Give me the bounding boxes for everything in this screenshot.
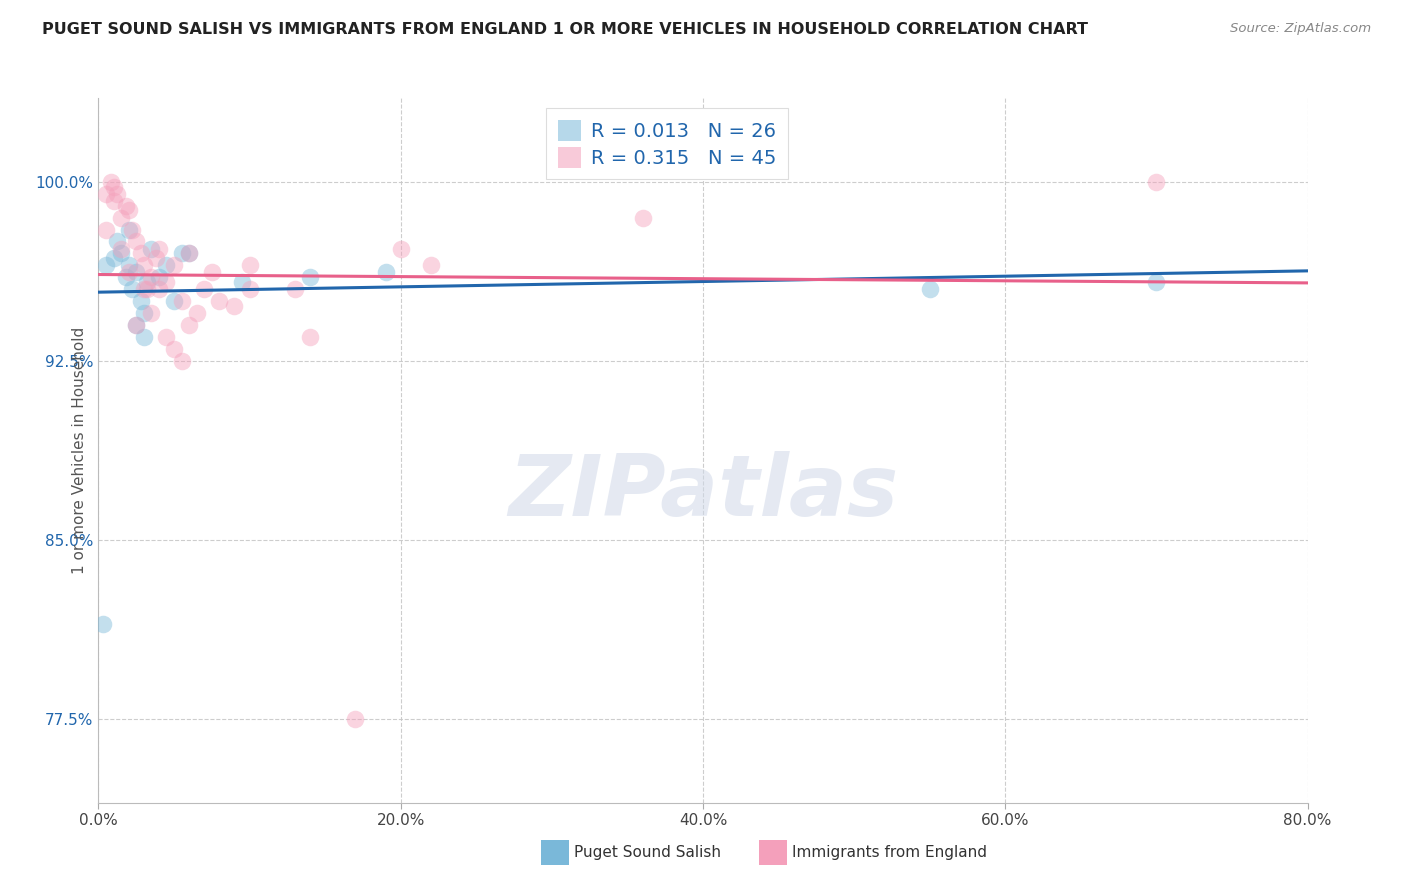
- Point: [132, 330, 155, 344]
- Point: [91, 616, 114, 631]
- Point: [118, 265, 141, 279]
- Point: [299, 270, 322, 285]
- Point: [918, 282, 941, 296]
- Text: Immigrants from England: Immigrants from England: [792, 846, 987, 860]
- Point: [132, 258, 155, 272]
- Point: [231, 275, 253, 289]
- Point: [141, 242, 163, 256]
- Point: [114, 270, 136, 285]
- Point: [239, 282, 262, 296]
- Point: [121, 222, 143, 236]
- Point: [100, 175, 122, 189]
- Point: [155, 258, 177, 272]
- Text: ZIPatlas: ZIPatlas: [508, 451, 898, 534]
- Point: [129, 294, 152, 309]
- Point: [1146, 175, 1168, 189]
- Point: [170, 294, 193, 309]
- Point: [103, 251, 125, 265]
- Point: [105, 186, 128, 201]
- Point: [148, 282, 170, 296]
- Point: [94, 258, 117, 272]
- Point: [163, 258, 186, 272]
- Point: [132, 282, 155, 296]
- Point: [179, 318, 201, 332]
- Point: [631, 211, 654, 225]
- Point: [163, 294, 186, 309]
- Point: [374, 265, 396, 279]
- Point: [94, 186, 117, 201]
- Text: Source: ZipAtlas.com: Source: ZipAtlas.com: [1230, 22, 1371, 36]
- Point: [224, 299, 246, 313]
- Point: [129, 246, 152, 260]
- Point: [141, 270, 163, 285]
- Point: [1146, 275, 1168, 289]
- Point: [125, 265, 148, 279]
- Point: [155, 275, 177, 289]
- Point: [110, 242, 132, 256]
- Legend: R = 0.013   N = 26, R = 0.315   N = 45: R = 0.013 N = 26, R = 0.315 N = 45: [546, 108, 787, 179]
- Point: [170, 246, 193, 260]
- Point: [239, 258, 262, 272]
- Point: [141, 306, 163, 320]
- Point: [179, 246, 201, 260]
- Point: [179, 246, 201, 260]
- Point: [121, 282, 143, 296]
- Point: [163, 342, 186, 356]
- Text: Puget Sound Salish: Puget Sound Salish: [574, 846, 721, 860]
- Point: [344, 712, 367, 726]
- Point: [186, 306, 208, 320]
- Point: [125, 318, 148, 332]
- Point: [148, 242, 170, 256]
- Point: [103, 179, 125, 194]
- Point: [420, 258, 443, 272]
- Point: [114, 199, 136, 213]
- Point: [110, 246, 132, 260]
- Point: [148, 270, 170, 285]
- Point: [94, 222, 117, 236]
- Point: [201, 265, 224, 279]
- Point: [155, 330, 177, 344]
- Point: [125, 235, 148, 249]
- Point: [299, 330, 322, 344]
- Point: [170, 354, 193, 368]
- Point: [118, 203, 141, 218]
- Point: [135, 275, 157, 289]
- Point: [145, 251, 167, 265]
- Point: [103, 194, 125, 208]
- Point: [284, 282, 307, 296]
- Point: [105, 235, 128, 249]
- Point: [193, 282, 215, 296]
- Point: [132, 306, 155, 320]
- Point: [389, 242, 412, 256]
- Point: [118, 222, 141, 236]
- Point: [125, 318, 148, 332]
- Point: [110, 211, 132, 225]
- Point: [135, 282, 157, 296]
- Y-axis label: 1 or more Vehicles in Household: 1 or more Vehicles in Household: [72, 326, 87, 574]
- Text: PUGET SOUND SALISH VS IMMIGRANTS FROM ENGLAND 1 OR MORE VEHICLES IN HOUSEHOLD CO: PUGET SOUND SALISH VS IMMIGRANTS FROM EN…: [42, 22, 1088, 37]
- Point: [118, 258, 141, 272]
- Point: [208, 294, 231, 309]
